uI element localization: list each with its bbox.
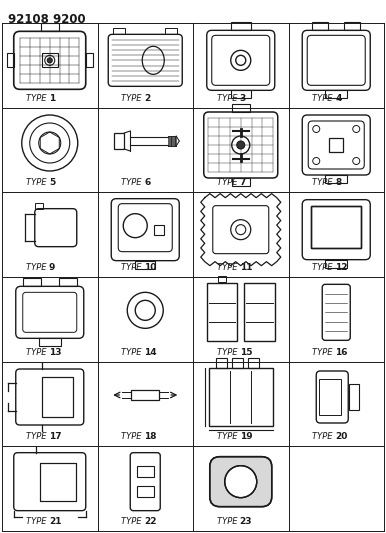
Bar <box>325 175 347 183</box>
Bar <box>42 377 73 417</box>
Text: 7: 7 <box>240 179 246 187</box>
Text: 21: 21 <box>49 517 61 526</box>
Text: 9: 9 <box>49 263 55 272</box>
Text: TYPE: TYPE <box>217 348 240 357</box>
Bar <box>137 466 154 478</box>
Text: 17: 17 <box>49 432 61 441</box>
Bar <box>135 261 155 269</box>
Text: TYPE: TYPE <box>312 179 335 187</box>
Text: TYPE: TYPE <box>312 94 335 103</box>
Text: TYPE: TYPE <box>121 517 144 526</box>
Bar <box>59 278 77 286</box>
Bar <box>86 53 93 67</box>
Text: 92108 9200: 92108 9200 <box>8 13 86 26</box>
Text: TYPE: TYPE <box>217 94 240 103</box>
Text: 23: 23 <box>240 517 252 526</box>
Text: 22: 22 <box>144 517 157 526</box>
Text: TYPE: TYPE <box>25 179 49 187</box>
Bar <box>42 53 58 67</box>
Bar <box>325 90 347 98</box>
Text: TYPE: TYPE <box>121 348 144 357</box>
Bar <box>40 463 76 500</box>
Bar <box>329 138 343 152</box>
Bar <box>231 22 251 30</box>
Bar <box>165 28 177 34</box>
Bar <box>248 358 259 368</box>
Text: TYPE: TYPE <box>217 179 240 187</box>
Text: 6: 6 <box>144 179 151 187</box>
Bar <box>40 463 76 500</box>
Text: TYPE: TYPE <box>217 517 240 526</box>
Text: 5: 5 <box>49 179 55 187</box>
Bar <box>311 206 361 248</box>
Text: TYPE: TYPE <box>25 432 49 441</box>
Text: 4: 4 <box>335 94 342 103</box>
Text: 2: 2 <box>144 94 151 103</box>
Bar <box>231 90 251 98</box>
Bar <box>137 486 154 497</box>
Bar <box>7 53 14 67</box>
Bar <box>35 203 43 208</box>
Text: TYPE: TYPE <box>25 517 49 526</box>
Bar <box>232 178 250 186</box>
Text: 8: 8 <box>335 179 342 187</box>
Bar <box>218 276 226 282</box>
FancyBboxPatch shape <box>210 457 272 507</box>
Text: 1: 1 <box>49 94 55 103</box>
Text: TYPE: TYPE <box>121 179 144 187</box>
Text: TYPE: TYPE <box>312 263 335 272</box>
Text: 3: 3 <box>240 94 246 103</box>
Circle shape <box>225 466 257 498</box>
Text: TYPE: TYPE <box>25 348 49 357</box>
Bar <box>244 284 274 341</box>
Text: TYPE: TYPE <box>312 432 335 441</box>
Text: TYPE: TYPE <box>121 263 144 272</box>
Text: 20: 20 <box>335 432 348 441</box>
Text: 15: 15 <box>240 348 252 357</box>
Text: 11: 11 <box>240 263 252 272</box>
Text: TYPE: TYPE <box>121 432 144 441</box>
Bar <box>209 368 273 426</box>
Text: TYPE: TYPE <box>312 348 335 357</box>
Bar <box>39 338 61 346</box>
Bar <box>131 390 159 400</box>
Text: 10: 10 <box>144 263 157 272</box>
Bar <box>232 104 250 112</box>
Bar <box>232 358 243 368</box>
Text: 16: 16 <box>335 348 348 357</box>
Text: 19: 19 <box>240 432 252 441</box>
Bar <box>154 225 164 235</box>
Text: 13: 13 <box>49 348 61 357</box>
Text: 14: 14 <box>144 348 157 357</box>
Bar <box>216 358 227 368</box>
Bar <box>311 206 361 248</box>
Text: 18: 18 <box>144 432 157 441</box>
Bar <box>41 23 59 31</box>
Circle shape <box>47 58 52 63</box>
Bar <box>349 384 359 410</box>
Text: 12: 12 <box>335 263 348 272</box>
Bar <box>325 260 347 268</box>
Bar <box>114 133 124 149</box>
Bar <box>42 377 73 417</box>
Bar <box>312 22 328 30</box>
Text: TYPE: TYPE <box>217 263 240 272</box>
Text: TYPE: TYPE <box>121 94 144 103</box>
Bar <box>344 22 360 30</box>
Circle shape <box>237 141 245 149</box>
Text: TYPE: TYPE <box>25 94 49 103</box>
Bar <box>113 28 125 34</box>
Bar <box>207 284 237 341</box>
Bar <box>319 379 341 415</box>
Bar <box>23 278 41 286</box>
Text: TYPE: TYPE <box>217 432 240 441</box>
Text: TYPE: TYPE <box>25 263 49 272</box>
